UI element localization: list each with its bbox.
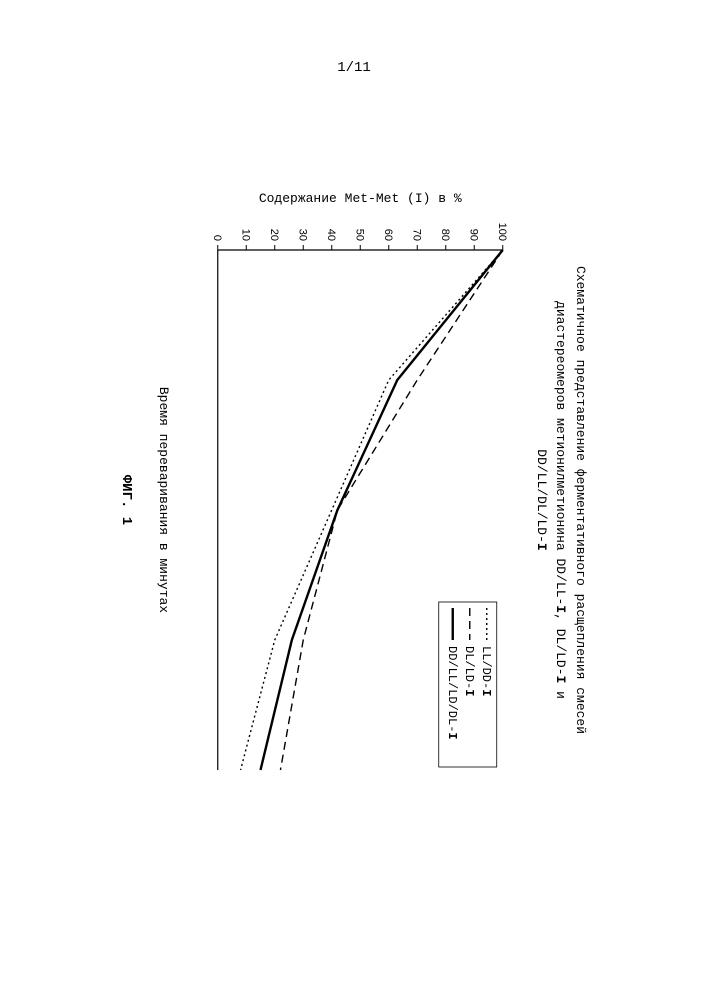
svg-text:10: 10 xyxy=(240,229,252,241)
svg-text:DD/LL/LD/DL-I: DD/LL/LD/DL-I xyxy=(445,646,459,740)
svg-text:50: 50 xyxy=(354,229,366,241)
svg-text:0: 0 xyxy=(211,235,223,241)
title-line3-b: I xyxy=(534,543,549,551)
svg-text:40: 40 xyxy=(325,229,337,241)
svg-text:70: 70 xyxy=(411,229,423,241)
svg-text:30: 30 xyxy=(297,229,309,241)
svg-text:60: 60 xyxy=(382,229,394,241)
chart-title: Схематичное представление ферментативног… xyxy=(531,120,590,880)
page-number: 1/11 xyxy=(337,60,371,76)
svg-text:100: 100 xyxy=(496,223,508,241)
figure-caption: ФИГ. 1 xyxy=(118,120,134,880)
svg-text:90: 90 xyxy=(468,229,480,241)
title-line2-a: диастереомеров метионилметионина DD/LL- xyxy=(553,301,568,605)
title-line3-a: DD/LL/DL/LD- xyxy=(534,449,549,543)
title-line1: Схематичное представление ферментативног… xyxy=(573,266,588,734)
title-line2-b1: I xyxy=(553,605,568,613)
chart-wrap: 0 10 20 30 40 50 60 70 80 90 100 Содержание Met-Met… xyxy=(173,120,513,880)
svg-text:DL/LD-I: DL/LD-I xyxy=(462,646,476,696)
title-line2-c: , DL/LD- xyxy=(553,613,568,675)
svg-text:Содержание Met-Met (I) в %: Содержание Met-Met (I) в % xyxy=(259,191,462,206)
svg-text:80: 80 xyxy=(439,229,451,241)
line-chart: 0 10 20 30 40 50 60 70 80 90 100 Содержание Met-Met… xyxy=(173,180,513,820)
figure-content: Схематичное представление ферментативног… xyxy=(118,120,590,880)
svg-text:20: 20 xyxy=(268,229,280,241)
svg-text:LL/DD-I: LL/DD-I xyxy=(479,646,493,696)
x-axis-label: Время переваривания в минутах xyxy=(156,120,171,880)
title-line2-d: и xyxy=(553,683,568,699)
